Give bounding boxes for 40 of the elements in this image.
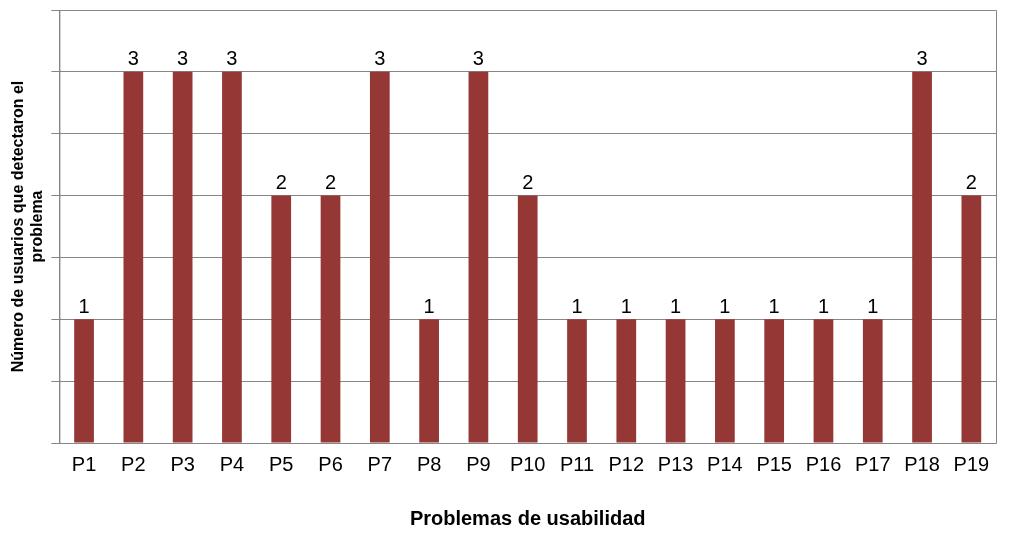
x-tick-label: P1 (71, 452, 97, 475)
data-label: 1 (670, 294, 682, 317)
data-label: 3 (916, 47, 928, 70)
x-tick-label: P15 (756, 452, 792, 475)
data-label: 3 (226, 47, 238, 70)
x-tick-label: P16 (805, 452, 842, 475)
x-tick-label: P5 (268, 452, 294, 475)
x-axis-title: Problemas de usabilidad (409, 506, 646, 529)
data-label: 1 (620, 294, 632, 317)
data-label: 1 (571, 294, 583, 317)
x-tick-label: P13 (657, 452, 694, 475)
x-tick-label: P10 (509, 452, 546, 475)
data-label: 1 (423, 294, 435, 317)
data-label: 3 (127, 47, 139, 70)
data-label: 1 (719, 294, 731, 317)
x-tick-label: P8 (416, 452, 442, 475)
x-tick-label: P9 (466, 452, 491, 475)
data-label: 3 (177, 47, 189, 70)
data-label: 1 (768, 294, 780, 317)
data-label: 2 (275, 171, 287, 194)
x-tick-label: P4 (219, 452, 245, 475)
x-tick-label: P6 (318, 452, 343, 475)
x-tick-label: P11 (559, 452, 595, 475)
x-tick-label: P7 (367, 452, 393, 475)
y-axis-title: Número de usuarios que detectaron el problema (9, 80, 46, 373)
x-tick-label: P19 (953, 452, 990, 475)
x-tick-label: P18 (904, 452, 940, 475)
data-label: 1 (78, 294, 90, 317)
data-label: 1 (817, 294, 830, 317)
x-tick-label: P14 (707, 452, 743, 475)
data-label: 2 (324, 171, 337, 194)
data-label: 2 (522, 171, 534, 194)
x-tick-label: P2 (121, 452, 146, 475)
x-tick-label: P12 (608, 452, 645, 475)
x-tick-label: P17 (854, 452, 891, 475)
data-label: 3 (472, 47, 484, 70)
data-label: 3 (374, 47, 386, 70)
data-label: 1 (867, 294, 879, 317)
data-label: 2 (965, 171, 977, 194)
x-tick-label: P3 (170, 452, 195, 475)
